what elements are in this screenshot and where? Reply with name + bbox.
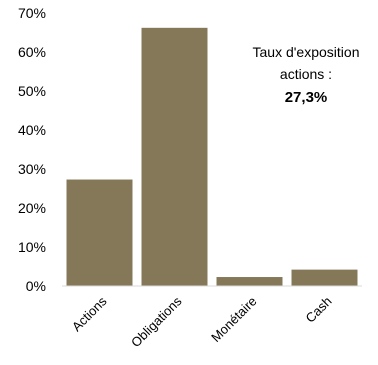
x-tick-label: Monétaire	[208, 294, 259, 345]
annotation-value: 27,3%	[285, 89, 328, 106]
y-tick-label: 30%	[18, 161, 46, 177]
y-tick-label: 40%	[18, 122, 46, 138]
y-tick-label: 60%	[18, 44, 46, 60]
bar	[291, 269, 358, 286]
y-tick-label: 0%	[26, 278, 46, 294]
bar	[216, 277, 283, 286]
y-tick-label: 70%	[18, 5, 46, 21]
x-tick-label: Cash	[303, 294, 335, 326]
y-tick-label: 50%	[18, 83, 46, 99]
annotation-line-2: actions :	[280, 66, 332, 82]
y-tick-label: 20%	[18, 200, 46, 216]
y-axis-tick-labels: 0% 10% 20% 30% 40% 50% 60% 70%	[18, 5, 46, 294]
x-axis-category-labels: Actions Obligations Monétaire Cash	[69, 293, 335, 350]
annotation-line-1: Taux d'exposition	[253, 44, 360, 60]
x-tick-label: Actions	[69, 293, 110, 334]
y-tick-label: 10%	[18, 239, 46, 255]
bars	[66, 27, 358, 286]
x-tick-label: Obligations	[128, 293, 185, 350]
bar	[66, 179, 133, 286]
bar	[141, 27, 208, 286]
